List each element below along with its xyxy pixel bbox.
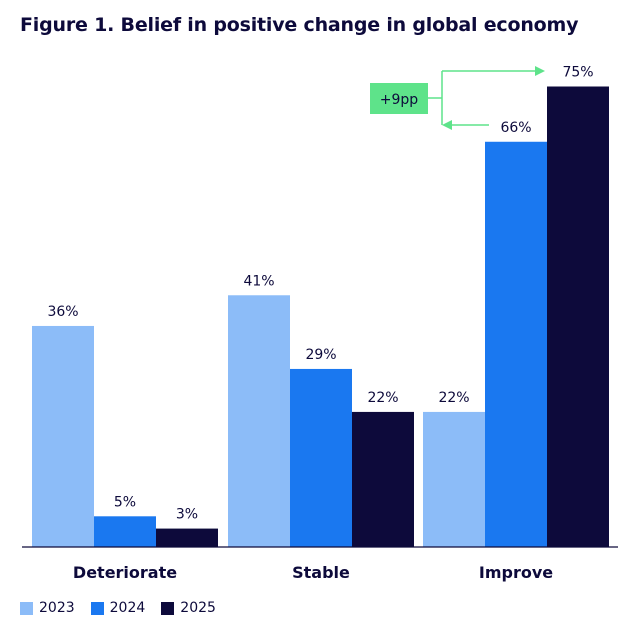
category-label-deteriorate: Deteriorate <box>73 563 177 582</box>
bar-deteriorate-2025 <box>156 528 218 547</box>
chart-title: Figure 1. Belief in positive change in g… <box>20 14 579 36</box>
bar-stable-2024 <box>290 368 352 547</box>
data-label-improve-2024: 66% <box>500 120 531 136</box>
legend-label: 2025 <box>180 600 216 616</box>
category-label-improve: Improve <box>479 563 553 582</box>
data-label-stable-2024: 29% <box>305 347 336 363</box>
data-label-deteriorate-2025: 3% <box>176 507 198 523</box>
chart-legend: 2023 2024 2025 <box>20 600 216 616</box>
data-label-improve-2023: 22% <box>438 390 469 406</box>
legend-swatch <box>90 601 104 615</box>
data-label-stable-2023: 41% <box>243 273 274 289</box>
legend-item-2025: 2025 <box>161 600 216 616</box>
legend-item-2024: 2024 <box>90 600 146 616</box>
bar-improve-2024 <box>485 141 547 547</box>
bar-stable-2023 <box>228 295 290 547</box>
bar-deteriorate-2024 <box>94 516 156 547</box>
annotation-box <box>370 83 428 114</box>
bar-improve-2025 <box>547 86 609 547</box>
legend-swatch <box>20 601 33 615</box>
bar-stable-2025 <box>352 411 414 547</box>
legend-label: 2023 <box>39 600 75 616</box>
data-label-deteriorate-2024: 5% <box>114 494 136 510</box>
bar-deteriorate-2023 <box>32 325 94 547</box>
bar-improve-2023 <box>423 411 485 547</box>
category-label-stable: Stable <box>292 563 350 582</box>
data-label-stable-2025: 22% <box>367 390 398 406</box>
data-label-improve-2025: 75% <box>562 65 593 81</box>
legend-label: 2024 <box>109 600 146 616</box>
arrowhead-from-icon <box>442 120 452 130</box>
annotation-label: +9pp <box>380 92 419 108</box>
data-label-deteriorate-2023: 36% <box>47 304 78 320</box>
legend-swatch <box>161 601 175 615</box>
legend-item-2023: 2023 <box>20 600 75 616</box>
arrowhead-to-icon <box>535 66 545 76</box>
